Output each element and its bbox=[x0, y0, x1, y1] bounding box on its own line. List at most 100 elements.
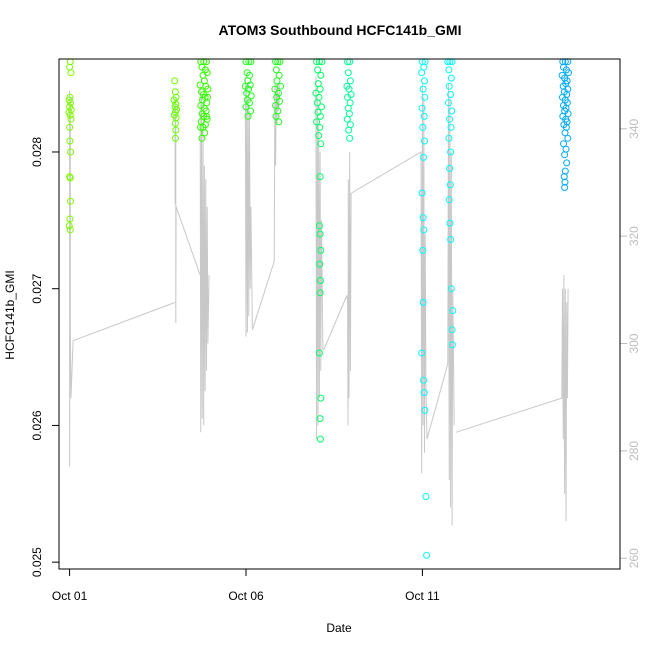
data-point bbox=[419, 298, 427, 306]
chart-title: ATOM3 Southbound HCFC141b_GMI bbox=[219, 22, 462, 38]
data-point bbox=[317, 140, 325, 148]
y-axis-label: HCFC141b_GMI bbox=[3, 270, 17, 359]
data-point bbox=[65, 222, 73, 230]
x-tick-label: Oct 01 bbox=[52, 589, 88, 603]
data-point bbox=[447, 74, 455, 82]
x-axis: Oct 01 Oct 06 Oct 11 bbox=[52, 569, 440, 603]
data-point bbox=[561, 178, 569, 186]
data-point bbox=[564, 134, 572, 142]
data-point bbox=[561, 129, 569, 137]
data-point bbox=[346, 77, 354, 85]
data-point bbox=[66, 215, 74, 223]
data-point bbox=[447, 236, 455, 243]
y-tick-label: 0.026 bbox=[30, 410, 44, 440]
data-point bbox=[343, 115, 351, 123]
data-point bbox=[67, 115, 75, 123]
data-point bbox=[446, 181, 454, 189]
data-point bbox=[345, 126, 353, 134]
data-point bbox=[203, 112, 210, 120]
data-point bbox=[316, 260, 324, 268]
data-point bbox=[316, 112, 324, 120]
data-point bbox=[171, 119, 179, 127]
x-tick-label: Oct 06 bbox=[228, 589, 264, 603]
data-point bbox=[272, 66, 280, 74]
data-point bbox=[66, 137, 74, 145]
series-line-7 bbox=[455, 274, 569, 522]
data-point bbox=[418, 349, 426, 357]
data-point bbox=[445, 82, 453, 90]
y-tick-label: 0.027 bbox=[30, 273, 44, 303]
data-point bbox=[275, 118, 283, 126]
y-tick-label: 0.025 bbox=[30, 547, 44, 577]
data-point bbox=[418, 69, 426, 77]
right-tick-label: 260 bbox=[627, 548, 641, 568]
data-point bbox=[419, 85, 427, 93]
data-point bbox=[421, 77, 428, 85]
data-point bbox=[420, 389, 428, 397]
data-point bbox=[313, 99, 321, 107]
data-point bbox=[449, 307, 457, 315]
series-line-1 bbox=[174, 97, 201, 323]
data-point bbox=[344, 69, 352, 77]
data-point bbox=[445, 134, 453, 142]
data-point bbox=[446, 164, 454, 172]
data-point bbox=[447, 285, 455, 293]
data-point bbox=[316, 173, 324, 181]
data-point bbox=[423, 551, 431, 559]
data-point bbox=[271, 85, 279, 93]
data-point bbox=[445, 196, 453, 204]
data-point bbox=[66, 111, 74, 119]
data-point bbox=[171, 77, 179, 85]
data-point bbox=[418, 189, 426, 197]
data-points bbox=[65, 58, 572, 559]
data-point bbox=[419, 123, 427, 131]
data-point bbox=[316, 85, 324, 93]
y-axis-left: 0.025 0.026 0.027 0.028 bbox=[30, 137, 59, 577]
series-line-3 bbox=[244, 76, 281, 337]
data-point bbox=[346, 134, 354, 142]
series-line-5 bbox=[323, 151, 352, 426]
data-point bbox=[317, 246, 325, 254]
data-point bbox=[445, 66, 453, 74]
data-point bbox=[315, 349, 323, 357]
data-point bbox=[315, 132, 323, 140]
data-point bbox=[245, 85, 252, 93]
data-point bbox=[67, 197, 75, 205]
data-point bbox=[421, 137, 428, 145]
data-point bbox=[420, 112, 428, 120]
data-point bbox=[66, 123, 74, 131]
data-point bbox=[445, 99, 452, 107]
data-point bbox=[316, 415, 324, 423]
data-point bbox=[171, 134, 179, 142]
data-point bbox=[561, 167, 569, 175]
data-point bbox=[419, 246, 427, 254]
right-tick-label: 340 bbox=[627, 118, 641, 138]
data-point bbox=[318, 103, 325, 111]
data-point bbox=[447, 91, 455, 98]
data-point bbox=[316, 230, 324, 238]
data-point bbox=[247, 92, 255, 100]
data-point bbox=[316, 435, 324, 443]
data-point bbox=[67, 99, 75, 107]
data-point bbox=[172, 126, 180, 134]
data-point bbox=[418, 104, 426, 112]
data-point bbox=[316, 123, 324, 131]
data-point bbox=[565, 69, 572, 77]
data-point bbox=[246, 99, 253, 107]
data-point bbox=[316, 277, 324, 284]
data-point bbox=[420, 376, 427, 384]
data-point bbox=[313, 118, 321, 126]
plot-frame bbox=[58, 58, 621, 570]
data-point bbox=[563, 159, 571, 167]
data-point bbox=[446, 219, 454, 227]
data-point bbox=[561, 184, 569, 191]
data-point bbox=[277, 82, 285, 90]
right-tick-label: 280 bbox=[627, 441, 641, 461]
data-point bbox=[276, 97, 283, 105]
data-point bbox=[448, 326, 456, 334]
data-point bbox=[561, 151, 569, 159]
data-point bbox=[317, 394, 325, 402]
data-point bbox=[448, 107, 456, 115]
data-point bbox=[419, 214, 427, 222]
data-point bbox=[204, 85, 212, 93]
